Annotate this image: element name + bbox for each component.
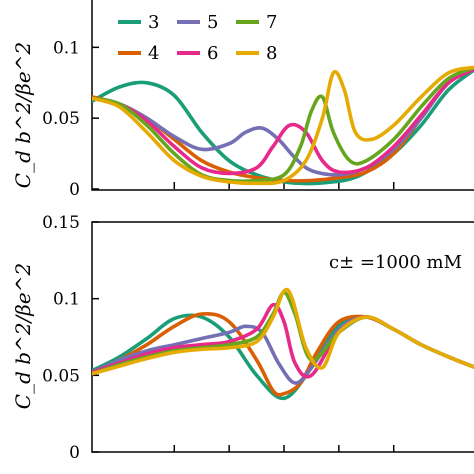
bottom-series-line-7 bbox=[92, 290, 474, 376]
top-legend: 3 5 7 4 6 8 bbox=[118, 12, 277, 64]
bottom-series-line-8 bbox=[92, 287, 474, 376]
top-yticks: 0 0.05 0.1 bbox=[42, 38, 99, 200]
top-ytick-label: 0 bbox=[69, 180, 80, 200]
legend-label-3: 3 bbox=[148, 12, 159, 33]
bottom-ylabel-text: C_d b^2/βe^2 bbox=[11, 263, 35, 409]
top-ylabel-text: C_d b^2/βe^2 bbox=[11, 42, 35, 188]
bottom-ylabel: C_d b^2/βe^2 bbox=[11, 263, 35, 409]
bottom-ytick-label: 0.15 bbox=[42, 213, 80, 233]
top-ytick-label: 0.1 bbox=[53, 38, 80, 58]
bottom-series bbox=[92, 287, 474, 401]
legend-label-4: 4 bbox=[148, 43, 159, 64]
legend-label-5: 5 bbox=[207, 12, 218, 33]
top-series-line-6 bbox=[92, 67, 474, 176]
bottom-ytick-label: 0.1 bbox=[53, 290, 80, 310]
bottom-ytick-label: 0.05 bbox=[42, 366, 80, 386]
top-series-line-8 bbox=[92, 65, 474, 186]
legend-label-6: 6 bbox=[207, 43, 218, 64]
legend-label-7: 7 bbox=[266, 12, 277, 33]
top-ylabel: C_d b^2/βe^2 bbox=[11, 42, 35, 188]
concentration-annotation: c± =1000 mM bbox=[329, 252, 462, 273]
top-panel: C_d b^2/βe^2 0 0.05 0.1 3 5 7 4 6 8 bbox=[11, 0, 474, 200]
bottom-yticks: 0 0.05 0.1 0.15 bbox=[42, 213, 99, 463]
bottom-ytick-label: 0 bbox=[69, 443, 80, 463]
top-ytick-label: 0.05 bbox=[42, 109, 80, 129]
top-series bbox=[92, 65, 474, 186]
legend-label-8: 8 bbox=[266, 43, 277, 64]
bottom-xticks bbox=[173, 445, 395, 452]
top-series-line-7 bbox=[92, 66, 474, 183]
bottom-panel: C_d b^2/βe^2 0 0.05 0.1 0.15 c± =1000 mM bbox=[11, 213, 474, 463]
bottom-series-line-5 bbox=[92, 315, 474, 385]
top-axes-frame bbox=[91, 0, 474, 191]
